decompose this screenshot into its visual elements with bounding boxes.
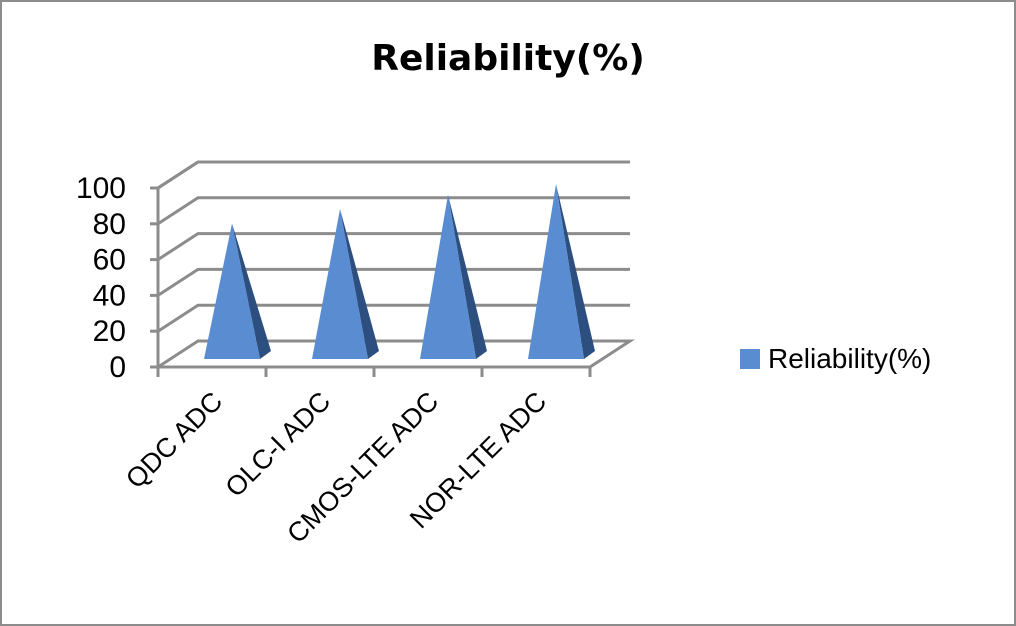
gridline-80	[157, 196, 630, 226]
chart-title: Reliability(%)	[371, 38, 645, 79]
bar-CMOS-LTE ADC	[420, 194, 487, 359]
bar-QDC ADC	[204, 223, 271, 359]
y-tick-label: 60	[93, 244, 126, 277]
legend-label: Reliability(%)	[768, 343, 932, 374]
bar-front	[420, 194, 476, 359]
bar-side	[340, 209, 379, 359]
bar-side	[448, 194, 487, 359]
floor	[152, 339, 636, 369]
gridline-40	[157, 267, 630, 297]
y-tick-label: 40	[93, 279, 126, 312]
legend[interactable]: Reliability(%)	[740, 343, 931, 375]
bar-OLC-I ADC	[312, 209, 379, 359]
bar-NOR-LTE ADC	[528, 184, 595, 359]
x-tick-label: QDC ADC	[120, 386, 228, 494]
bars	[204, 184, 595, 359]
y-tick-label: 20	[93, 315, 126, 348]
bar-front	[204, 223, 260, 359]
bar-front	[312, 209, 368, 359]
y-tick-label: 0	[109, 351, 126, 384]
legend-swatch	[740, 349, 760, 369]
gridline-20	[157, 303, 630, 333]
bar-side	[556, 184, 595, 359]
x-tick-label: OLC-I ADC	[220, 386, 337, 503]
y-tick-label: 100	[76, 172, 126, 205]
gridline-60	[157, 232, 630, 261]
y-tick-label: 80	[93, 208, 126, 241]
bar-front	[528, 184, 584, 359]
x-axis-ticks	[156, 367, 592, 377]
gridlines	[150, 160, 630, 369]
back-wall-top	[157, 160, 630, 190]
gridline-100	[157, 160, 630, 190]
bar-side	[232, 223, 271, 359]
